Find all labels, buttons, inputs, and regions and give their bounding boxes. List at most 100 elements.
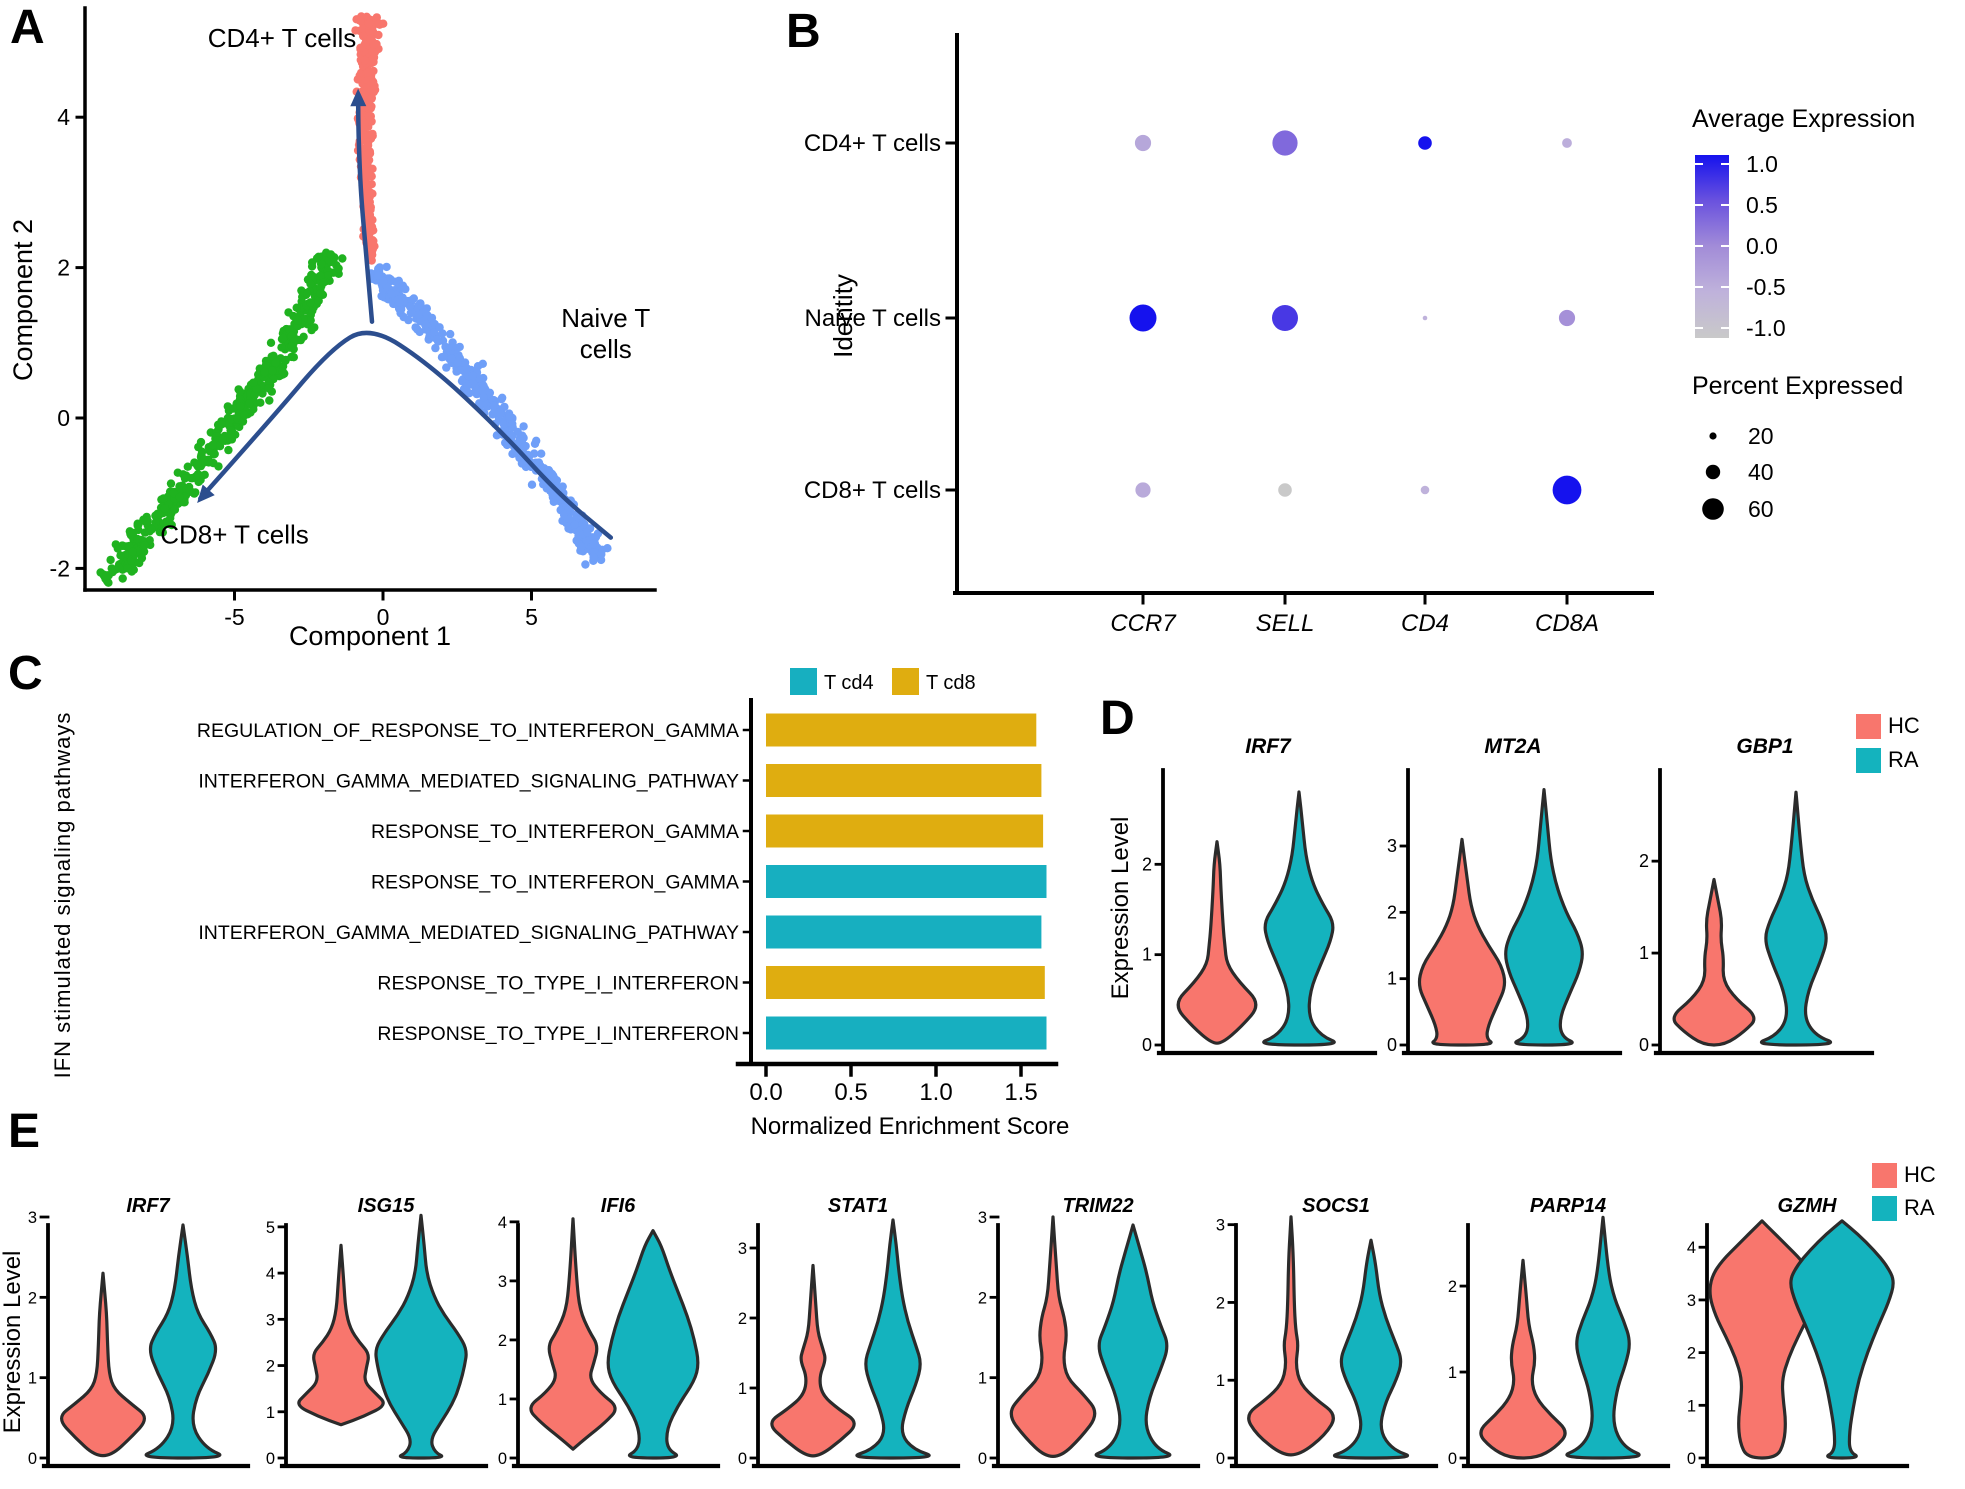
circle (266, 338, 276, 347)
percent-legend-label: 60 (1748, 496, 1774, 522)
panel-b-dotplot: CD4+ T cells Naive T cells CD8+ T cells CCR… (804, 33, 1915, 637)
violin-hc-ifi6 (529, 1217, 617, 1451)
circle (427, 313, 437, 323)
circle (140, 541, 150, 550)
circle (314, 296, 323, 305)
circle (583, 528, 592, 537)
legend-swatch-hc (1856, 714, 1881, 739)
y-tick-label: 0 (1387, 1035, 1397, 1055)
y-tick-label: 2 (1387, 902, 1397, 922)
circle (382, 262, 391, 272)
panel-letter-e: E (8, 1105, 41, 1158)
circle (576, 542, 586, 551)
circle (496, 409, 505, 418)
circle (186, 474, 196, 483)
circle (306, 298, 315, 307)
circle (442, 363, 451, 372)
colorbar-tick-label: -0.5 (1746, 274, 1786, 300)
dot-SELL-0 (1272, 130, 1298, 156)
panel-letter-a: A (10, 1, 45, 54)
circle (519, 422, 528, 431)
circle (547, 469, 557, 479)
circle (316, 271, 325, 281)
pathway-label: RESPONSE_TO_TYPE_I_INTERFERON (377, 973, 739, 995)
circle (365, 227, 374, 236)
circle (395, 298, 404, 307)
circle (264, 384, 273, 393)
violin-ra-irf7 (144, 1223, 222, 1460)
circle (351, 26, 360, 35)
circle (166, 513, 175, 523)
panel-a-trajectory-plot: -2 0 2 4 -5 0 5 Component 2 Component 1 CD4+ T ce… (8, 6, 657, 651)
y-tick-label: 2 (1142, 854, 1152, 874)
y-tick-label: 0 (266, 1450, 275, 1468)
circle (289, 353, 298, 362)
y-tick-label: 1 (498, 1391, 507, 1409)
bar-2 (766, 814, 1044, 848)
circle (180, 498, 189, 507)
circle (224, 445, 233, 455)
violin-ra-irf7 (1262, 790, 1336, 1047)
violin-subplot-trim22: TRIM22 0 1 2 3 (978, 1195, 1201, 1469)
circle (193, 459, 202, 468)
circle (278, 367, 287, 376)
circle (368, 215, 377, 225)
circle (296, 335, 305, 345)
percent-legend-dot (1705, 464, 1721, 480)
circle (169, 488, 178, 498)
circle (363, 209, 372, 218)
circle (256, 398, 265, 407)
x-tick-label: 0.5 (834, 1079, 867, 1106)
circle (447, 354, 456, 363)
y-axis-title: Expression Level (0, 1251, 26, 1434)
circle (108, 567, 117, 577)
y-tick-label: 1 (1639, 943, 1649, 963)
y-tick-label: 3 (1387, 836, 1397, 856)
circle (238, 417, 248, 426)
circle (334, 264, 343, 273)
y-tick-label: 1 (1142, 945, 1152, 965)
gene-title: GBP1 (1736, 735, 1793, 758)
circle (338, 254, 347, 263)
violin-ra-mt2a (1504, 788, 1584, 1047)
cluster-points-cd4-t-cells (351, 12, 388, 265)
dot-CD4-0 (1418, 136, 1432, 150)
x-tick-label: 0 (377, 604, 390, 630)
y-tick-label: 0 (738, 1450, 747, 1468)
circle (284, 325, 294, 334)
circle (597, 550, 606, 559)
y-tick-label: 2 (57, 255, 70, 281)
legend-swatch-hc (1872, 1163, 1897, 1188)
circle (133, 534, 142, 544)
circle (302, 289, 312, 298)
circle (143, 516, 152, 526)
legend-label: RA (1904, 1195, 1935, 1220)
circle (379, 277, 388, 286)
circle (432, 335, 442, 344)
y-tick-label: 1 (738, 1380, 747, 1398)
y-tick-label: 1 (28, 1370, 37, 1388)
circle (170, 505, 180, 514)
dot-SELL-1 (1272, 305, 1298, 331)
expression-dots (1129, 130, 1582, 505)
row-label: CD8+ T cells (804, 477, 941, 504)
legend-swatch-t-cd4 (790, 668, 817, 695)
y-tick-label: 1 (1448, 1364, 1457, 1382)
dot-CCR7-2 (1135, 482, 1151, 498)
circle (293, 316, 302, 325)
trajectory-branch-curve (355, 92, 375, 324)
y-tick-label: 3 (738, 1240, 747, 1258)
violin-subplot-isg15: ISG15 0 1 2 3 4 5 (266, 1195, 489, 1469)
x-tick-label: 5 (525, 604, 538, 630)
bar-3 (766, 865, 1047, 898)
circle (508, 419, 517, 428)
circle (413, 301, 423, 310)
cluster-annotation: CD8+ T cells (160, 520, 309, 550)
violin-ra-gbp1 (1759, 790, 1833, 1047)
circle (208, 440, 218, 450)
circle (444, 343, 453, 352)
circle (281, 355, 290, 365)
y-tick-label: 2 (978, 1289, 987, 1307)
y-tick-label: 1 (1687, 1397, 1696, 1415)
